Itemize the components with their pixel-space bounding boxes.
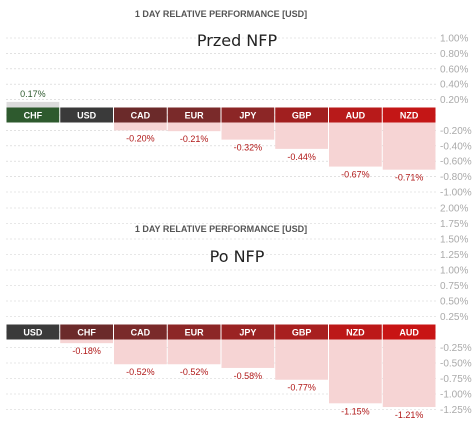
y-tick-label: 0.80% (440, 49, 468, 60)
value-label: -1.15% (341, 406, 370, 416)
chart-subtitle: Po NFP (210, 247, 265, 266)
category-band-jpy (221, 107, 275, 123)
bar-jpy (221, 339, 275, 368)
bar-chf (60, 339, 113, 344)
y-tick-label: 2.00% (440, 204, 468, 215)
category-label: GBP (292, 328, 312, 338)
category-label: CHF (24, 111, 43, 121)
category-label: USD (77, 111, 97, 121)
y-tick-label: 0.75% (440, 281, 468, 292)
y-tick-label: 1.50% (440, 235, 468, 246)
category-label: JPY (239, 111, 256, 121)
value-label: 0.17% (20, 89, 46, 99)
bar-jpy (221, 122, 275, 140)
value-label: -0.58% (234, 371, 263, 381)
category-band-usd (60, 107, 113, 123)
y-tick-label: 1.75% (440, 219, 468, 230)
bar-cad (114, 339, 167, 365)
value-label: -0.77% (287, 383, 316, 393)
y-tick-label: 1.00% (440, 266, 468, 277)
category-label: GBP (292, 111, 312, 121)
category-band-nzd (329, 324, 382, 340)
category-band-jpy (221, 324, 275, 340)
value-label: -0.32% (234, 143, 263, 153)
category-band-chf (60, 324, 113, 340)
category-label: NZD (346, 328, 365, 338)
bar-gbp (275, 339, 328, 380)
category-label: EUR (185, 111, 205, 121)
bar-aud (329, 122, 382, 167)
bar-nzd (382, 122, 436, 170)
category-band-usd (6, 324, 60, 340)
category-band-cad (114, 324, 167, 340)
value-label: -0.20% (126, 133, 155, 143)
bar-aud (382, 339, 436, 408)
bar-eur (167, 339, 221, 365)
y-tick-label: -0.60% (440, 157, 472, 168)
y-tick-label: -0.50% (440, 359, 472, 370)
value-label: -0.18% (72, 346, 101, 356)
category-label: CHF (77, 328, 96, 338)
y-tick-label: -0.25% (440, 343, 472, 354)
y-tick-label: 0.50% (440, 297, 468, 308)
y-tick-label: -0.75% (440, 374, 472, 385)
category-band-eur (167, 107, 221, 123)
bar-eur (167, 122, 221, 132)
value-label: -0.71% (395, 173, 424, 183)
y-tick-label: 1.25% (440, 250, 468, 261)
category-label: AUD (346, 111, 366, 121)
y-tick-label: 1.00% (440, 34, 468, 45)
chart-panel-1: 2.00% 1.75% 1.50% 1.25% 1.00% 0.75% 0.50% 0.25%… (6, 204, 472, 420)
category-label: AUD (399, 328, 419, 338)
bar-nzd (329, 339, 382, 404)
y-tick-label: -0.80% (440, 172, 472, 183)
chart-subtitle: Przed NFP (197, 31, 278, 50)
category-label: JPY (239, 328, 256, 338)
y-tick-label: -1.00% (440, 188, 472, 199)
category-band-chf (6, 107, 60, 123)
bar-gbp (275, 122, 328, 149)
value-label: -0.67% (341, 170, 370, 180)
category-band-aud (382, 324, 436, 340)
value-label: -1.21% (395, 410, 424, 420)
value-label: -0.21% (180, 134, 209, 144)
chart-title: 1 DAY RELATIVE PERFORMANCE [USD] (135, 9, 307, 19)
y-tick-label: -0.40% (440, 141, 472, 152)
category-band-cad (114, 107, 167, 123)
y-tick-label: 0.60% (440, 64, 468, 75)
category-band-aud (329, 107, 382, 123)
bar-chf (6, 101, 60, 108)
category-band-eur (167, 324, 221, 340)
y-tick-label: -1.00% (440, 390, 472, 401)
chart-title: 1 DAY RELATIVE PERFORMANCE [USD] (135, 224, 307, 234)
category-label: NZD (400, 111, 419, 121)
y-tick-label: 0.25% (440, 312, 468, 323)
category-band-nzd (382, 107, 436, 123)
y-tick-label: 0.40% (440, 80, 468, 91)
value-label: -0.52% (180, 367, 209, 377)
value-label: -0.44% (287, 152, 316, 162)
bar-cad (114, 122, 167, 131)
category-band-gbp (275, 107, 328, 123)
value-label: -0.52% (126, 367, 155, 377)
y-tick-label: 0.20% (440, 95, 468, 106)
y-tick-label: -0.20% (440, 126, 472, 137)
chart-panel-0: 1.00% 0.80% 0.60% 0.40% 0.20% -0.20% -0.40% -0.… (6, 9, 472, 199)
y-tick-label: -1.25% (440, 405, 472, 416)
category-label: CAD (131, 328, 151, 338)
category-label: CAD (131, 111, 151, 121)
category-band-gbp (275, 324, 328, 340)
category-label: USD (23, 328, 43, 338)
category-label: EUR (185, 328, 205, 338)
